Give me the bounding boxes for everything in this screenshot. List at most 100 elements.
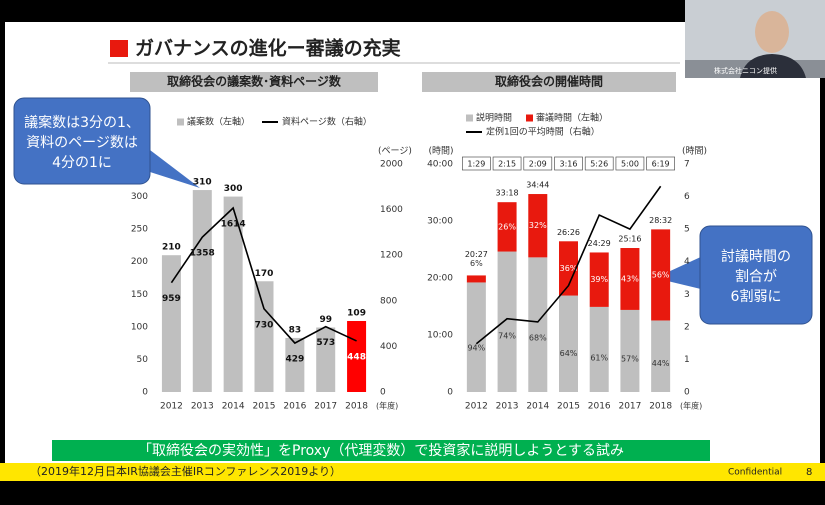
value-label-box	[554, 156, 583, 171]
value-label: 1614	[221, 220, 246, 230]
banner	[52, 440, 710, 461]
value-label-box	[584, 156, 614, 171]
legend-label: 説明時間	[476, 112, 512, 124]
share-label: 64%	[560, 349, 578, 358]
share-label: 74%	[498, 331, 516, 340]
value-label: 5:26	[590, 160, 608, 169]
y2-tick-label: 0	[684, 388, 690, 398]
total-label: 33:18	[496, 189, 519, 198]
line	[170, 206, 357, 345]
share-label: 57%	[621, 355, 639, 364]
x-tick-label: 2015	[557, 402, 580, 412]
value-label-box	[646, 156, 675, 171]
footer-bar	[0, 463, 825, 481]
bar	[620, 309, 640, 392]
value-label: 99	[319, 315, 332, 325]
callout-text: 割合が	[735, 268, 777, 285]
x-tick-label: 2013	[191, 402, 214, 412]
total-label: 26:26	[557, 228, 580, 237]
bar	[497, 202, 517, 252]
y-tick-label: 150	[131, 290, 148, 300]
webcam-label: 株式会社ニコン提供	[714, 66, 777, 75]
y-tick-label: 100	[131, 322, 148, 332]
value-label: 1358	[190, 249, 215, 259]
y2-tick-label: 1600	[380, 205, 403, 215]
value-label: 429	[285, 355, 304, 365]
y-axis-label: (時間)	[428, 146, 453, 157]
bar	[559, 241, 578, 296]
value-label: 573	[316, 338, 335, 348]
share-label: 94%	[467, 344, 485, 353]
x-tick-label: 2014	[526, 402, 549, 412]
x-tick-label: 2016	[283, 402, 306, 412]
total-label: 24:29	[588, 239, 611, 248]
y-tick-label: 0	[447, 388, 453, 398]
bar	[223, 196, 243, 392]
x-tick-label: 2016	[588, 402, 611, 412]
value-label: 730	[255, 320, 274, 330]
bar	[528, 194, 548, 258]
callout-text: 資料のページ数は	[26, 135, 138, 151]
y2-tick-label: 4	[684, 257, 690, 267]
bar	[620, 248, 640, 310]
value-label: 2:09	[529, 160, 547, 169]
value-label: 310	[193, 178, 212, 188]
y-tick-label: 0	[142, 388, 148, 398]
value-label-box	[615, 156, 645, 171]
x-tick-label: 2013	[496, 402, 519, 412]
banner-text: 「取締役会の実効性」をProxy（代理変数）で投資家に説明しようとする試み	[138, 442, 624, 459]
value-label: 109	[347, 308, 366, 318]
legend-swatch	[466, 114, 473, 122]
y-tick-label: 10:00	[427, 331, 453, 341]
bar	[651, 229, 671, 321]
y2-tick-label: 1200	[380, 251, 403, 261]
webcam-wall	[685, 0, 825, 60]
x-tick-label: 2015	[253, 402, 276, 412]
chart-title: 取締役会の議案数･資料ページ数	[167, 74, 342, 89]
bar	[528, 257, 548, 392]
bar	[651, 320, 671, 392]
y2-axis-label: (ページ)	[378, 147, 412, 157]
value-label: 3:16	[560, 160, 578, 169]
chart-title: 取締役会の開催時間	[495, 74, 603, 89]
callout-text: 議案数は3分の1、	[24, 114, 140, 131]
y-tick-label: 20:00	[427, 274, 453, 284]
y2-tick-label: 2	[684, 322, 690, 332]
x-tick-label: 2018	[649, 402, 672, 412]
confidential: Confidential	[728, 468, 782, 478]
line	[475, 185, 662, 345]
bar	[466, 275, 486, 283]
bar	[161, 255, 181, 392]
x-tick-label: 2014	[222, 402, 245, 412]
value-label-box	[523, 156, 553, 171]
x-tick-label: 2017	[314, 402, 337, 412]
value-label: 1:29	[467, 160, 485, 169]
share-label: 43%	[621, 274, 639, 283]
bar	[589, 306, 609, 392]
callout-text: 4分の1に	[52, 155, 112, 171]
y-tick-label: 250	[131, 225, 148, 235]
callout-text: 討議時間の	[721, 248, 791, 265]
legend-label: 議案数（左軸）	[187, 116, 250, 128]
x-tick-label: 2012	[160, 402, 183, 412]
slide-title: ガバナンスの進化ー審議の充実	[135, 37, 401, 60]
total-label: 34:44	[526, 181, 549, 190]
total-label: 28:32	[649, 216, 672, 225]
legend-label: 資料ページ数（右軸）	[282, 116, 372, 128]
value-label: 5:00	[621, 160, 639, 169]
value-label: 83	[289, 325, 302, 335]
bar	[466, 282, 486, 392]
value-label: 300	[224, 184, 243, 194]
y-tick-label: 50	[137, 355, 149, 365]
value-label-box	[492, 156, 522, 171]
legend-label: 定例1回の平均時間（右軸）	[486, 126, 600, 138]
bar	[192, 190, 212, 392]
share-label: 44%	[652, 359, 670, 368]
callout	[699, 225, 813, 325]
value-label-box	[462, 156, 491, 171]
bar	[497, 251, 517, 392]
share-label: 61%	[590, 353, 608, 362]
x-tick-label: 2017	[618, 402, 641, 412]
y2-tick-label: 5	[684, 225, 690, 235]
